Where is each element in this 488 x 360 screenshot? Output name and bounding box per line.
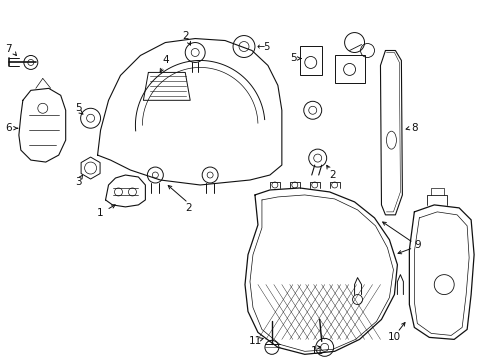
Text: 9: 9 [413, 240, 420, 250]
Text: 5: 5 [290, 54, 297, 63]
Text: 8: 8 [410, 123, 417, 133]
Text: 1: 1 [97, 208, 103, 218]
Text: 5: 5 [75, 103, 82, 113]
Text: 11: 11 [310, 346, 324, 356]
Text: 6: 6 [5, 123, 12, 133]
Bar [334, 55, 364, 84]
Text: 2: 2 [182, 31, 188, 41]
Text: 2: 2 [184, 203, 191, 213]
Text: 4: 4 [162, 55, 168, 66]
Text: 3: 3 [75, 177, 82, 187]
Text: 11: 11 [248, 336, 261, 346]
Bar [299, 45, 321, 75]
Text: ←5: ←5 [256, 41, 270, 51]
Text: 2: 2 [329, 170, 335, 180]
Text: 10: 10 [387, 332, 400, 342]
Text: 7: 7 [5, 44, 12, 54]
